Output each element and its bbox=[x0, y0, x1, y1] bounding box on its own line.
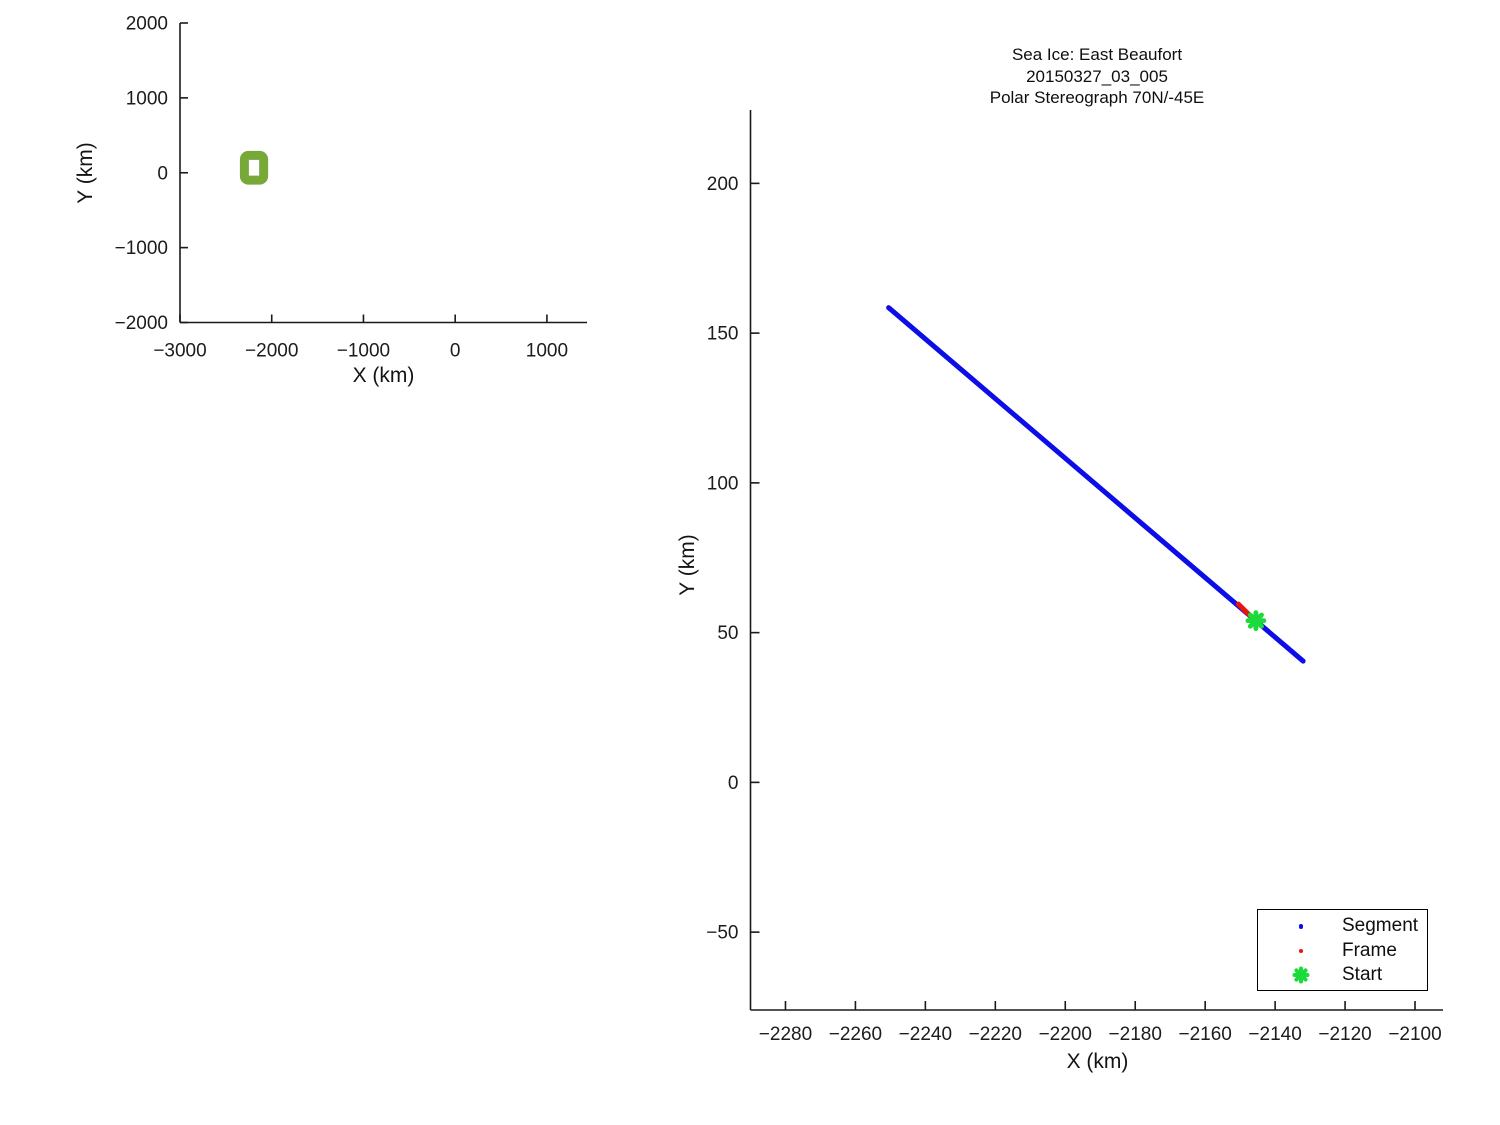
legend: Segment Frame Start bbox=[1257, 909, 1428, 991]
start-asterisk-icon bbox=[1288, 963, 1314, 987]
overview-y-axis: −2000 −1000 0 1000 2000 bbox=[115, 14, 188, 334]
x-tick-label: 1000 bbox=[526, 341, 568, 362]
x-tick-label: −2220 bbox=[969, 1024, 1022, 1045]
y-tick-label: 0 bbox=[157, 163, 168, 184]
y-tick-label: 2000 bbox=[126, 14, 168, 35]
y-tick-label: −1000 bbox=[115, 238, 168, 259]
y-tick-label: −50 bbox=[706, 923, 738, 944]
y-tick-label: 200 bbox=[707, 174, 739, 195]
title-line-projection: Polar Stereograph 70N/-45E bbox=[989, 88, 1205, 107]
frame-dot-icon bbox=[1288, 939, 1314, 963]
x-tick-label: −1000 bbox=[337, 341, 390, 362]
segment-dot-icon bbox=[1288, 914, 1314, 938]
x-tick-label: −2200 bbox=[1039, 1024, 1092, 1045]
overview-x-axis: −3000 −2000 −1000 0 1000 bbox=[153, 314, 568, 362]
legend-dot bbox=[1298, 948, 1304, 953]
x-tick-label: −2180 bbox=[1109, 1024, 1162, 1045]
title-line-region: Sea Ice: East Beaufort bbox=[1011, 45, 1183, 64]
x-tick-label: −2100 bbox=[1388, 1024, 1441, 1045]
detail-y-axis: −50 0 50 100 150 200 bbox=[706, 174, 760, 944]
start-marker bbox=[1245, 610, 1267, 632]
detail-plot-title: Sea Ice: East Beaufort 20150327_03_005 P… bbox=[750, 44, 1444, 109]
asterisk-arm bbox=[1247, 612, 1264, 629]
y-tick-label: 150 bbox=[707, 324, 739, 345]
detail-xaxis-label: X (km) bbox=[1066, 1050, 1129, 1073]
legend-label-segment: Segment bbox=[1342, 915, 1419, 937]
legend-item-frame: Frame bbox=[1258, 939, 1427, 964]
detail-yaxis-label: Y (km) bbox=[676, 534, 699, 596]
x-tick-label: −3000 bbox=[153, 341, 206, 362]
x-tick-label: −2260 bbox=[829, 1024, 882, 1045]
legend-label-start: Start bbox=[1342, 964, 1383, 986]
legend-label-frame: Frame bbox=[1342, 939, 1397, 961]
x-tick-label: 0 bbox=[450, 341, 461, 362]
y-tick-label: 50 bbox=[717, 623, 738, 644]
x-tick-label: −2240 bbox=[899, 1024, 952, 1045]
x-tick-label: −2000 bbox=[245, 341, 298, 362]
legend-item-segment: Segment bbox=[1258, 914, 1427, 939]
x-tick-label: −2280 bbox=[759, 1024, 812, 1045]
legend-item-start: Start bbox=[1258, 963, 1427, 988]
overview-plot: −3000 −2000 −1000 0 1000 −2000 −1000 0 1000 2000 bbox=[115, 14, 587, 362]
region-box-marker bbox=[239, 150, 269, 185]
overview-xaxis-label: X (km) bbox=[352, 364, 415, 387]
y-tick-label: 0 bbox=[728, 773, 739, 794]
x-tick-label: −2120 bbox=[1318, 1024, 1371, 1045]
legend-asterisk-svg bbox=[1292, 966, 1310, 984]
segment-series-line bbox=[886, 305, 1306, 664]
title-line-dataset-id: 20150327_03_005 bbox=[1026, 66, 1168, 86]
legend-asterisk bbox=[1292, 966, 1310, 984]
x-tick-label: −2160 bbox=[1178, 1024, 1231, 1045]
y-tick-label: −2000 bbox=[115, 313, 168, 334]
y-tick-label: 100 bbox=[707, 473, 739, 494]
legend-dot bbox=[1298, 924, 1304, 929]
y-tick-label: 1000 bbox=[126, 88, 168, 109]
overview-yaxis-label: Y (km) bbox=[74, 142, 97, 204]
detail-x-axis: −2280 −2260 −2240 −2220 −2200 −2180 −2160 −2140… bbox=[759, 1001, 1442, 1045]
asterisk-arm bbox=[1294, 968, 1308, 982]
detail-plot: −2280 −2260 −2240 −2220 −2200 −2180 −2160 −2140… bbox=[706, 110, 1443, 1045]
x-tick-label: −2140 bbox=[1248, 1024, 1301, 1045]
